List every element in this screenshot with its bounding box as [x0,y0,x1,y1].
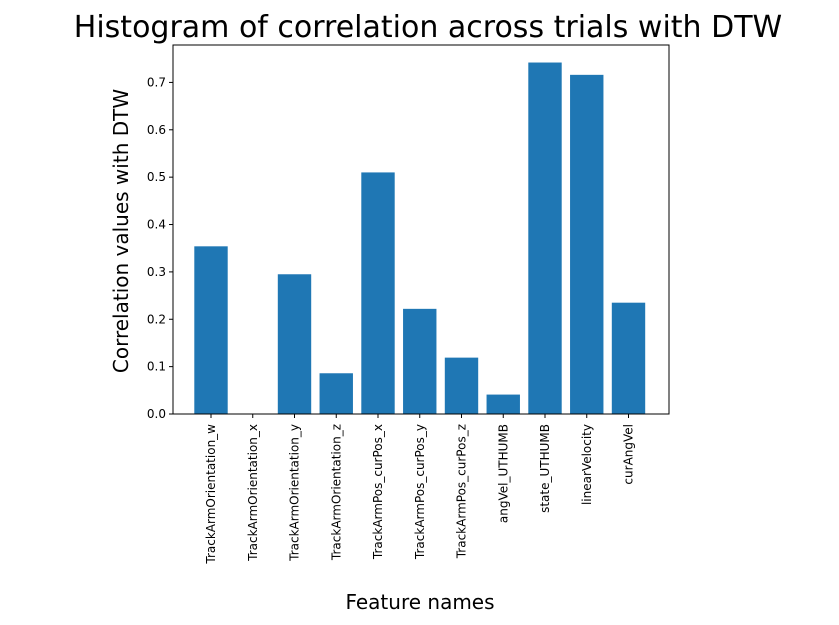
x-axis-ticks: TrackArmOrientation_w TrackArmOrientation… [204,414,636,565]
bar-angVel_UTHUMB [486,394,520,414]
x-tick-label: TrackArmOrientation_z [329,424,343,561]
x-tick-label: linearVelocity [580,424,594,505]
x-tick-label: TrackArmOrientation_w [204,424,218,565]
bar-TrackArmPos_curPos_y [403,308,437,414]
bar-curAngVel [611,302,646,414]
x-tick-label: state_UTHUMB [538,424,552,513]
x-tick-label: TrackArmPos_curPos_z [455,424,469,559]
y-tick-label: 0.6 [147,123,166,137]
bar-TrackArmOrientation_y [277,274,312,414]
y-tick-label: 0.4 [147,218,166,232]
y-tick-label: 0.2 [147,312,166,326]
x-tick-label: TrackArmPos_curPos_x [371,424,385,560]
x-tick-label: TrackArmOrientation_y [288,424,302,562]
bar-TrackArmOrientation_z [319,373,353,414]
x-tick-label: TrackArmOrientation_x [246,424,260,562]
x-axis-label: Feature names [345,590,494,614]
x-tick-label: curAngVel [622,424,636,485]
bar-TrackArmPos_curPos_x [361,172,395,414]
plot-frame [172,44,670,415]
y-tick-label: 0.0 [147,407,166,421]
bars-group [194,62,646,415]
y-axis-ticks: 0.0 0.1 0.2 0.3 0.4 0.5 0.6 0.7 [147,75,173,421]
bar-linearVelocity [570,74,604,414]
y-tick-label: 0.7 [147,75,166,89]
chart-title: Histogram of correlation across trials w… [74,10,782,45]
y-tick-label: 0.1 [147,360,166,374]
bar-state_UTHUMB [528,62,562,415]
x-tick-label: angVel_UTHUMB [496,424,510,523]
y-tick-label: 0.3 [147,265,166,279]
x-tick-label: TrackArmPos_curPos_y [413,424,427,560]
y-tick-label: 0.5 [147,170,166,184]
bar-TrackArmOrientation_w [194,246,228,414]
y-axis-label: Correlation values with DTW [109,89,133,373]
bar-TrackArmPos_curPos_z [444,357,479,414]
